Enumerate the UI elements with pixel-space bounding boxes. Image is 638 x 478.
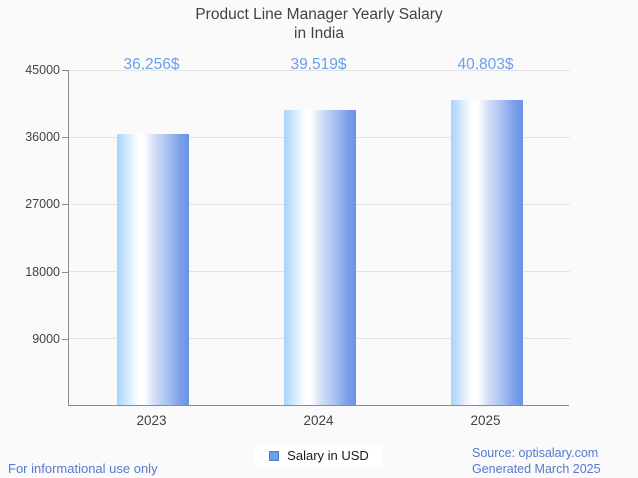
x-tick-label: 2024 bbox=[303, 413, 334, 428]
legend-swatch-icon bbox=[269, 450, 280, 461]
bar-value-labels: 36,256$ 39,519$ 40,803$ bbox=[0, 56, 638, 75]
bar-2024 bbox=[283, 109, 356, 405]
bar-2023 bbox=[116, 134, 189, 405]
plot-area bbox=[68, 69, 570, 406]
x-axis-labels: 2023 2024 2025 bbox=[0, 413, 638, 429]
x-tick-label: 2023 bbox=[136, 413, 167, 428]
y-tick-label: 9000 bbox=[32, 331, 60, 346]
y-tick-label: 27000 bbox=[25, 197, 60, 212]
chart-title: Product Line Manager Yearly Salary in In… bbox=[0, 5, 638, 43]
chart-title-line2: in India bbox=[294, 25, 344, 42]
y-tick-mark bbox=[62, 271, 68, 273]
generated-text: Generated March 2025 bbox=[472, 462, 601, 476]
legend-label: Salary in USD bbox=[287, 448, 369, 463]
y-tick-label: 18000 bbox=[25, 264, 60, 279]
legend: Salary in USD bbox=[0, 444, 638, 467]
y-tick-mark bbox=[62, 70, 68, 71]
chart-title-line1: Product Line Manager Yearly Salary bbox=[195, 6, 443, 23]
y-tick-mark bbox=[62, 204, 68, 206]
source-block: Source: optisalary.com Generated March 2… bbox=[472, 445, 601, 477]
bar-value-label: 40,803$ bbox=[457, 56, 514, 73]
informational-note: For informational use only bbox=[8, 461, 158, 476]
bar-value-label: 36,256$ bbox=[123, 56, 180, 73]
bar-2025 bbox=[450, 100, 523, 405]
legend-box: Salary in USD bbox=[255, 444, 383, 467]
y-tick-mark bbox=[62, 338, 68, 340]
gridline bbox=[69, 69, 570, 71]
y-tick-mark bbox=[62, 137, 68, 139]
y-tick-label: 45000 bbox=[25, 63, 60, 77]
source-text: Source: optisalary.com bbox=[472, 446, 599, 460]
bar-value-label: 39,519$ bbox=[290, 56, 347, 73]
x-tick-label: 2025 bbox=[470, 413, 501, 428]
y-tick-label: 36000 bbox=[25, 130, 60, 145]
